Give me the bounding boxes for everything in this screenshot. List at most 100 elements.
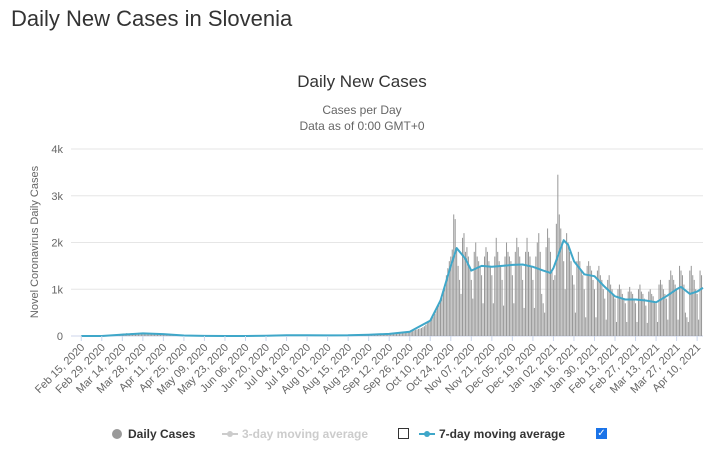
daily-case-bar[interactable]	[486, 251, 488, 336]
daily-case-bar[interactable]	[680, 270, 682, 336]
daily-case-bar[interactable]	[406, 331, 408, 336]
daily-case-bar[interactable]	[394, 333, 396, 336]
daily-case-bar[interactable]	[170, 335, 172, 336]
daily-case-bar[interactable]	[425, 324, 427, 336]
legend-item-daily-cases[interactable]: Daily Cases	[112, 426, 195, 442]
daily-case-bar[interactable]	[516, 237, 518, 336]
daily-case-bar[interactable]	[681, 275, 683, 336]
daily-case-bar[interactable]	[416, 329, 418, 336]
daily-case-bar[interactable]	[649, 289, 651, 336]
daily-case-bar[interactable]	[642, 293, 644, 336]
daily-case-bar[interactable]	[168, 335, 170, 336]
daily-case-bar[interactable]	[482, 303, 484, 336]
daily-case-bar[interactable]	[400, 332, 402, 336]
daily-case-bar[interactable]	[605, 319, 607, 336]
daily-case-bar[interactable]	[503, 305, 505, 336]
daily-case-bar[interactable]	[595, 317, 597, 336]
daily-case-bar[interactable]	[571, 275, 574, 336]
daily-case-bar[interactable]	[161, 334, 163, 336]
daily-case-bar[interactable]	[456, 247, 458, 336]
daily-case-bar[interactable]	[551, 270, 553, 336]
daily-case-bar[interactable]	[567, 242, 569, 337]
daily-case-bar[interactable]	[579, 261, 581, 336]
daily-case-bar[interactable]	[558, 214, 560, 336]
daily-case-bar[interactable]	[507, 251, 509, 336]
daily-case-bar[interactable]	[610, 284, 612, 336]
daily-case-bar[interactable]	[692, 275, 694, 336]
daily-case-bar[interactable]	[520, 265, 522, 336]
daily-case-bar[interactable]	[393, 333, 395, 336]
daily-case-bar[interactable]	[418, 328, 420, 336]
daily-case-bar[interactable]	[469, 265, 471, 336]
daily-case-bar[interactable]	[592, 279, 594, 336]
daily-case-bar[interactable]	[536, 242, 538, 337]
daily-case-bar[interactable]	[689, 270, 691, 336]
daily-case-bar[interactable]	[462, 237, 464, 336]
daily-case-bar[interactable]	[500, 265, 502, 336]
daily-case-bar[interactable]	[152, 334, 154, 336]
daily-case-bar[interactable]	[149, 333, 151, 336]
daily-case-bar[interactable]	[473, 251, 475, 336]
daily-case-bar[interactable]	[143, 333, 145, 336]
daily-case-bar[interactable]	[659, 279, 661, 336]
daily-case-bar[interactable]	[453, 214, 455, 336]
daily-case-bar[interactable]	[599, 275, 601, 336]
daily-case-bar[interactable]	[157, 334, 159, 336]
daily-case-bar[interactable]	[154, 333, 156, 336]
daily-case-bar[interactable]	[683, 284, 685, 336]
daily-case-bar[interactable]	[478, 261, 480, 336]
daily-case-bar[interactable]	[635, 303, 637, 336]
daily-case-bar[interactable]	[686, 317, 688, 336]
daily-case-bar[interactable]	[463, 233, 465, 336]
daily-case-bar[interactable]	[576, 261, 578, 336]
daily-case-bar[interactable]	[447, 268, 449, 336]
daily-case-bar[interactable]	[643, 298, 645, 336]
daily-case-bar[interactable]	[532, 279, 534, 336]
daily-case-bar[interactable]	[167, 335, 169, 336]
daily-case-bar[interactable]	[519, 256, 521, 336]
daily-case-bar[interactable]	[639, 284, 641, 336]
daily-case-bar[interactable]	[398, 332, 400, 336]
daily-case-bar[interactable]	[580, 270, 582, 336]
daily-case-bar[interactable]	[413, 330, 415, 336]
daily-case-bar[interactable]	[670, 270, 672, 336]
daily-case-bar[interactable]	[596, 270, 598, 336]
daily-case-bar[interactable]	[629, 286, 631, 336]
daily-case-bar[interactable]	[491, 275, 493, 336]
daily-case-bar[interactable]	[563, 261, 565, 336]
daily-case-bar[interactable]	[171, 335, 173, 336]
daily-case-bar[interactable]	[696, 293, 698, 336]
daily-case-bar[interactable]	[435, 310, 437, 336]
daily-case-bar[interactable]	[460, 293, 462, 336]
daily-case-bar[interactable]	[164, 334, 166, 336]
daily-case-bar[interactable]	[541, 293, 543, 336]
daily-case-bar[interactable]	[517, 247, 519, 336]
daily-case-bar[interactable]	[142, 333, 144, 336]
daily-case-bar[interactable]	[655, 303, 657, 336]
daily-case-bar[interactable]	[662, 289, 664, 336]
daily-case-bar[interactable]	[472, 298, 474, 336]
daily-case-bar[interactable]	[511, 275, 513, 336]
daily-case-bar[interactable]	[158, 334, 160, 336]
daily-case-bar[interactable]	[529, 256, 531, 336]
daily-case-bar[interactable]	[569, 251, 571, 336]
daily-case-bar[interactable]	[589, 265, 591, 336]
daily-case-bar[interactable]	[664, 293, 666, 336]
daily-case-bar[interactable]	[545, 247, 547, 336]
daily-case-bar[interactable]	[693, 279, 695, 336]
daily-case-bar[interactable]	[591, 270, 593, 336]
daily-case-bar[interactable]	[440, 300, 442, 336]
daily-case-bar[interactable]	[538, 233, 540, 336]
daily-case-bar[interactable]	[145, 333, 147, 336]
daily-case-bar[interactable]	[464, 251, 466, 336]
daily-case-bar[interactable]	[419, 328, 421, 336]
daily-case-bar[interactable]	[621, 293, 623, 336]
daily-case-bar[interactable]	[617, 289, 619, 336]
daily-case-bar[interactable]	[583, 289, 585, 336]
daily-case-bar[interactable]	[698, 319, 700, 336]
daily-case-bar[interactable]	[470, 279, 472, 336]
daily-case-bar[interactable]	[434, 314, 436, 336]
daily-case-bar[interactable]	[630, 291, 632, 336]
daily-case-bar[interactable]	[547, 228, 549, 336]
daily-case-bar[interactable]	[442, 291, 444, 336]
